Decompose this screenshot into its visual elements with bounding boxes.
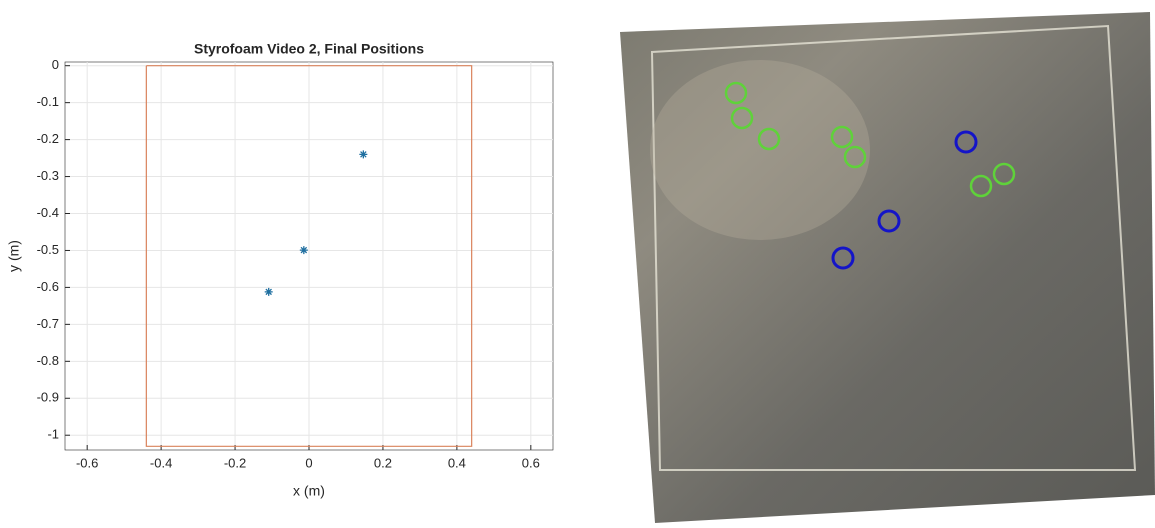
x-tick-label: -0.4 [150, 455, 172, 470]
y-tick-label: -0.2 [37, 131, 59, 146]
y-tick-label: -0.3 [37, 168, 59, 183]
y-tick-label: -0.7 [37, 316, 59, 331]
x-axis-label: x (m) [293, 483, 325, 499]
chart-title: Styrofoam Video 2, Final Positions [194, 41, 424, 57]
y-tick-label: -0.1 [37, 94, 59, 109]
x-tick-label: 0.2 [374, 455, 392, 470]
page: Styrofoam Video 2, Final Positions x (m)… [0, 0, 1155, 523]
photo [620, 12, 1155, 523]
x-tick-label: -0.6 [76, 455, 98, 470]
y-tick-label: -0.9 [37, 390, 59, 405]
y-tick-label: -0.8 [37, 353, 59, 368]
x-tick-label: -0.2 [224, 455, 246, 470]
y-tick-label: -0.5 [37, 242, 59, 257]
x-tick-label: 0 [305, 455, 312, 470]
point [359, 150, 367, 158]
point [300, 246, 308, 254]
y-tick-label: -1 [47, 427, 59, 442]
x-tick-label: 0.4 [448, 455, 466, 470]
y-axis-label: y (m) [6, 240, 22, 272]
y-tick-label: 0 [52, 57, 59, 72]
y-tick-label: -0.4 [37, 205, 59, 220]
x-tick-label: 0.6 [522, 455, 540, 470]
y-tick-label: -0.6 [37, 279, 59, 294]
point [265, 288, 273, 296]
